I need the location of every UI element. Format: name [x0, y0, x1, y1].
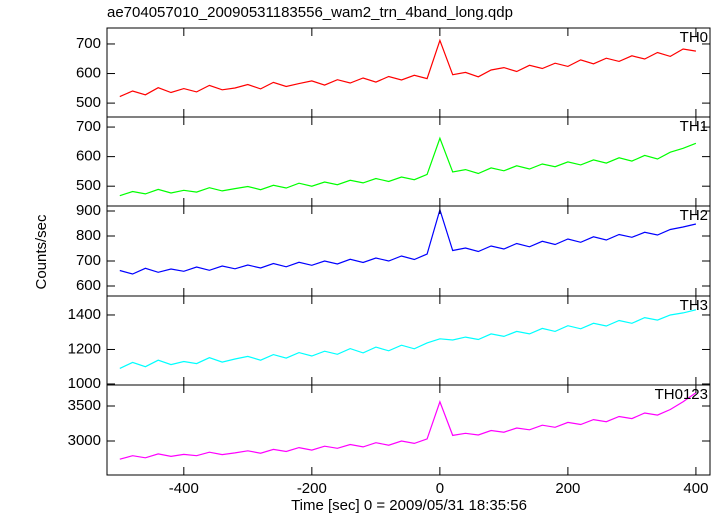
x-tick-label: -400 — [169, 480, 199, 497]
data-line — [119, 207, 697, 275]
x-tick-label: 0 — [436, 480, 444, 497]
data-line — [119, 38, 696, 98]
data-line — [119, 309, 697, 369]
y-axis-label: Counts/sec — [33, 214, 50, 290]
data-line — [119, 136, 697, 197]
y-tick-label: 700 — [76, 118, 101, 135]
y-tick-label: 700 — [76, 35, 101, 52]
x-axis-label: Time [sec] 0 = 2009/05/31 18:35:56 — [291, 497, 527, 514]
panel-label: TH3 — [680, 297, 708, 314]
y-tick-label: 1000 — [68, 375, 101, 392]
y-tick-label: 900 — [76, 202, 101, 219]
y-tick-label: 3500 — [68, 397, 101, 414]
x-tick-label: 400 — [683, 480, 708, 497]
y-tick-label: 500 — [76, 94, 101, 111]
y-tick-label: 600 — [76, 277, 101, 294]
panel-frame — [106, 27, 711, 118]
y-tick-label: 700 — [76, 252, 101, 269]
y-tick-label: 3000 — [68, 432, 101, 449]
x-tick-label: 200 — [555, 480, 580, 497]
chart-title: ae704057010_20090531183556_wam2_trn_4ban… — [107, 4, 513, 21]
panel-label: TH0 — [680, 29, 708, 46]
x-tick-label: -200 — [297, 480, 327, 497]
panel-frame — [106, 295, 711, 386]
panel-label: TH1 — [680, 118, 708, 135]
y-tick-label: 1200 — [68, 340, 101, 357]
data-line — [119, 392, 697, 460]
y-tick-label: 600 — [76, 148, 101, 165]
y-tick-label: 800 — [76, 227, 101, 244]
y-tick-label: 500 — [76, 177, 101, 194]
panel-frame — [106, 205, 711, 297]
panel-frame — [106, 384, 711, 476]
panel-label: TH2 — [680, 207, 708, 224]
panel-label: TH0123 — [655, 386, 708, 403]
y-tick-label: 600 — [76, 65, 101, 82]
y-tick-label: 1400 — [68, 306, 101, 323]
panel-frame — [106, 116, 711, 207]
